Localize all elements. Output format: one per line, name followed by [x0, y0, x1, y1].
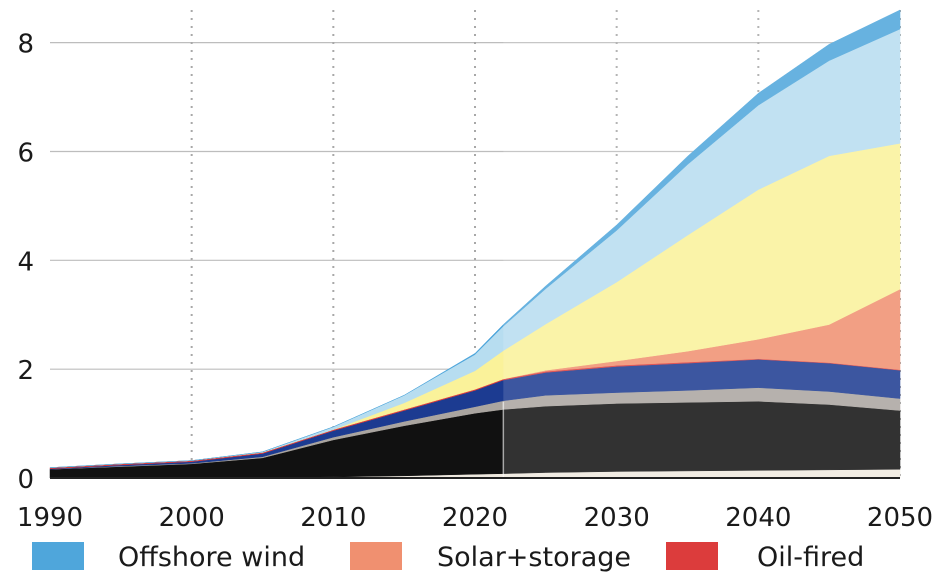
x-tick-label-3: 2020	[442, 503, 508, 533]
x-tick-label-6: 2050	[867, 503, 933, 533]
area-series-offshore-wind	[49, 9, 901, 468]
forecast-shade	[502, 10, 900, 478]
x-tick-label-1: 2000	[159, 503, 225, 533]
projection-overlay	[503, 10, 900, 478]
legend-swatch-oil-fired	[666, 542, 718, 570]
legend-label-offshore-wind: Offshore wind	[118, 542, 305, 573]
x-tick-label-0: 1990	[17, 503, 83, 533]
stacked-areas	[49, 9, 901, 479]
x-tick-label-2: 2010	[300, 503, 366, 533]
y-tick-label-0: 0	[17, 465, 34, 495]
legend-swatch-offshore-wind	[32, 542, 84, 570]
y-tick-label-3: 6	[17, 138, 34, 168]
x-tick-label-5: 2040	[725, 503, 791, 533]
y-tick-label-2: 4	[17, 247, 34, 277]
y-tick-label-1: 2	[17, 356, 34, 386]
x-tick-label-4: 2030	[584, 503, 650, 533]
y-tick-label-4: 8	[17, 30, 34, 60]
legend-label-oil-fired: Oil-fired	[757, 542, 864, 573]
legend-label-solar-storage: Solar+storage	[437, 542, 631, 573]
legend: Offshore wind Solar+storage Oil-fired	[32, 542, 864, 573]
legend-swatch-solar-storage	[350, 542, 402, 570]
axes: 0 2 4 6 8 1990 2000 2010 2020 2030 2040 2050	[17, 30, 933, 533]
